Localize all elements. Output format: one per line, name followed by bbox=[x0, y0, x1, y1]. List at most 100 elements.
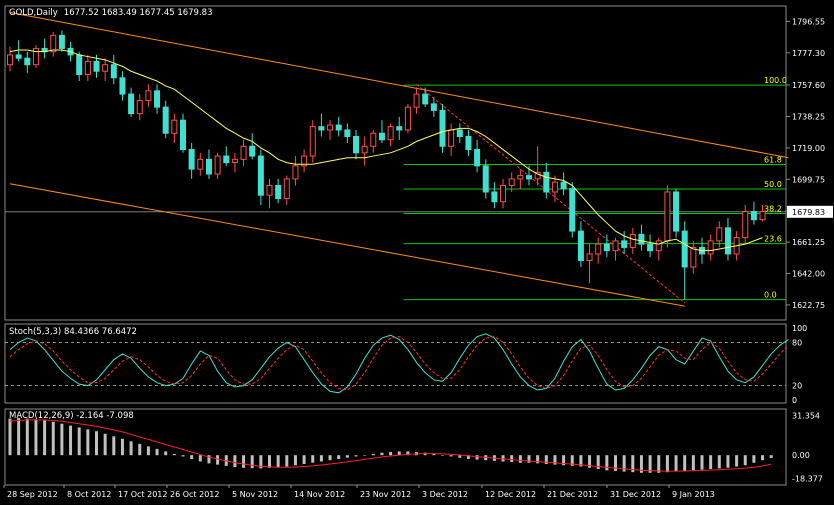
x-tick-label: 26 Oct 2012 bbox=[170, 490, 219, 499]
candle-body bbox=[707, 240, 714, 255]
candle-body bbox=[58, 34, 65, 49]
candle-body bbox=[7, 54, 13, 66]
macd-bar bbox=[268, 455, 271, 468]
macd-bar bbox=[501, 455, 505, 462]
candle-body bbox=[551, 181, 558, 193]
candle-body bbox=[742, 211, 749, 239]
candle-body bbox=[387, 126, 394, 141]
candle-body bbox=[422, 93, 429, 105]
macd-bar bbox=[466, 455, 470, 459]
channel-line-1 bbox=[9, 183, 685, 307]
macd-bar bbox=[605, 455, 609, 471]
stoch-axis-label: 0 bbox=[792, 396, 797, 405]
macd-bar bbox=[25, 418, 29, 456]
candle-body bbox=[448, 129, 455, 147]
candle-body bbox=[603, 243, 610, 252]
macd-bar bbox=[596, 455, 600, 470]
macd-bar bbox=[441, 455, 444, 456]
candle-body bbox=[214, 155, 221, 175]
price-tick-label: 1622.75 bbox=[792, 301, 825, 310]
candle-body bbox=[690, 246, 697, 268]
candle-body bbox=[309, 126, 316, 157]
macd-bar bbox=[181, 455, 185, 457]
macd-bar bbox=[752, 455, 756, 463]
candle-body bbox=[517, 175, 524, 180]
macd-bar bbox=[631, 455, 635, 473]
macd-bar bbox=[34, 419, 38, 456]
macd-bar bbox=[553, 455, 557, 465]
stoch-axis-label: 80 bbox=[792, 338, 802, 347]
candle-body bbox=[759, 211, 766, 221]
macd-bar bbox=[588, 455, 592, 468]
macd-bar bbox=[198, 455, 202, 462]
candle-body bbox=[353, 135, 359, 154]
macd-bar bbox=[622, 455, 626, 472]
candle-body bbox=[404, 106, 411, 131]
price-channel bbox=[9, 12, 789, 307]
candle-body bbox=[439, 109, 446, 147]
macd-bar bbox=[311, 455, 315, 463]
macd-bar bbox=[233, 455, 237, 468]
macd-bar bbox=[709, 455, 713, 470]
candle-body bbox=[750, 211, 757, 221]
candle-body bbox=[396, 126, 403, 131]
candle-body bbox=[257, 155, 264, 196]
candle-body bbox=[205, 158, 212, 175]
macd-bar bbox=[657, 455, 661, 473]
macd-bar bbox=[216, 455, 220, 465]
candle-body bbox=[102, 64, 109, 72]
panel-frame-1 bbox=[4, 323, 787, 404]
x-tick-label: 21 Dec 2012 bbox=[547, 490, 598, 499]
x-tick-label: 17 Oct 2012 bbox=[118, 490, 167, 499]
macd-bar bbox=[691, 455, 695, 471]
macd-bar bbox=[60, 423, 64, 456]
candle-body bbox=[569, 188, 576, 232]
channel-line-0 bbox=[9, 12, 789, 159]
candle-body bbox=[534, 171, 541, 180]
macd-bar bbox=[570, 455, 574, 466]
macd-bar bbox=[319, 455, 323, 462]
candle-body bbox=[638, 233, 645, 245]
panel-frames bbox=[4, 5, 787, 486]
macd-bar bbox=[51, 421, 55, 456]
macd-bar bbox=[639, 455, 643, 473]
macd-bar bbox=[155, 448, 159, 456]
panel-frame-0 bbox=[4, 5, 787, 321]
macd-bar bbox=[363, 455, 367, 456]
candle-body bbox=[15, 54, 22, 59]
candle-body bbox=[24, 57, 31, 66]
candle-body bbox=[32, 47, 39, 66]
candle-body bbox=[171, 119, 178, 134]
current-price-label: 1679.83 bbox=[792, 208, 825, 217]
candle-body bbox=[500, 184, 507, 203]
candle-body bbox=[249, 145, 256, 157]
macd-bar bbox=[8, 418, 12, 456]
candle-body bbox=[612, 240, 619, 252]
candle-body bbox=[664, 191, 671, 242]
macd-bar bbox=[458, 455, 462, 458]
stoch-main-line bbox=[9, 333, 789, 394]
macd-label: MACD(12,26,9) -2.164 -7.098 bbox=[9, 411, 134, 421]
candle-body bbox=[335, 124, 342, 131]
macd-bar bbox=[579, 455, 583, 467]
fibonacci-levels: 100.0 61.8 50.0 38.2 23.6 0.0 bbox=[403, 76, 787, 301]
candle-body bbox=[145, 90, 152, 102]
macd-bar bbox=[648, 455, 652, 473]
macd-bar bbox=[138, 443, 142, 456]
candle-body bbox=[482, 165, 489, 193]
macd-bar bbox=[475, 455, 479, 460]
macd-bar bbox=[449, 455, 453, 457]
x-tick-label: 9 Jan 2013 bbox=[672, 490, 715, 499]
price-tick-label: 1796.55 bbox=[792, 17, 825, 26]
candle-body bbox=[681, 230, 688, 268]
macd-bar bbox=[683, 455, 687, 471]
macd-bar bbox=[129, 441, 133, 456]
stoch-label: Stoch(5,3,3) 84.4366 76.6472 bbox=[9, 327, 137, 337]
candle-body bbox=[413, 93, 420, 108]
dashed-trendline bbox=[416, 83, 686, 304]
macd-bar bbox=[544, 455, 548, 464]
macd-panel bbox=[8, 418, 773, 473]
x-tick-label: 14 Nov 2012 bbox=[294, 490, 345, 499]
